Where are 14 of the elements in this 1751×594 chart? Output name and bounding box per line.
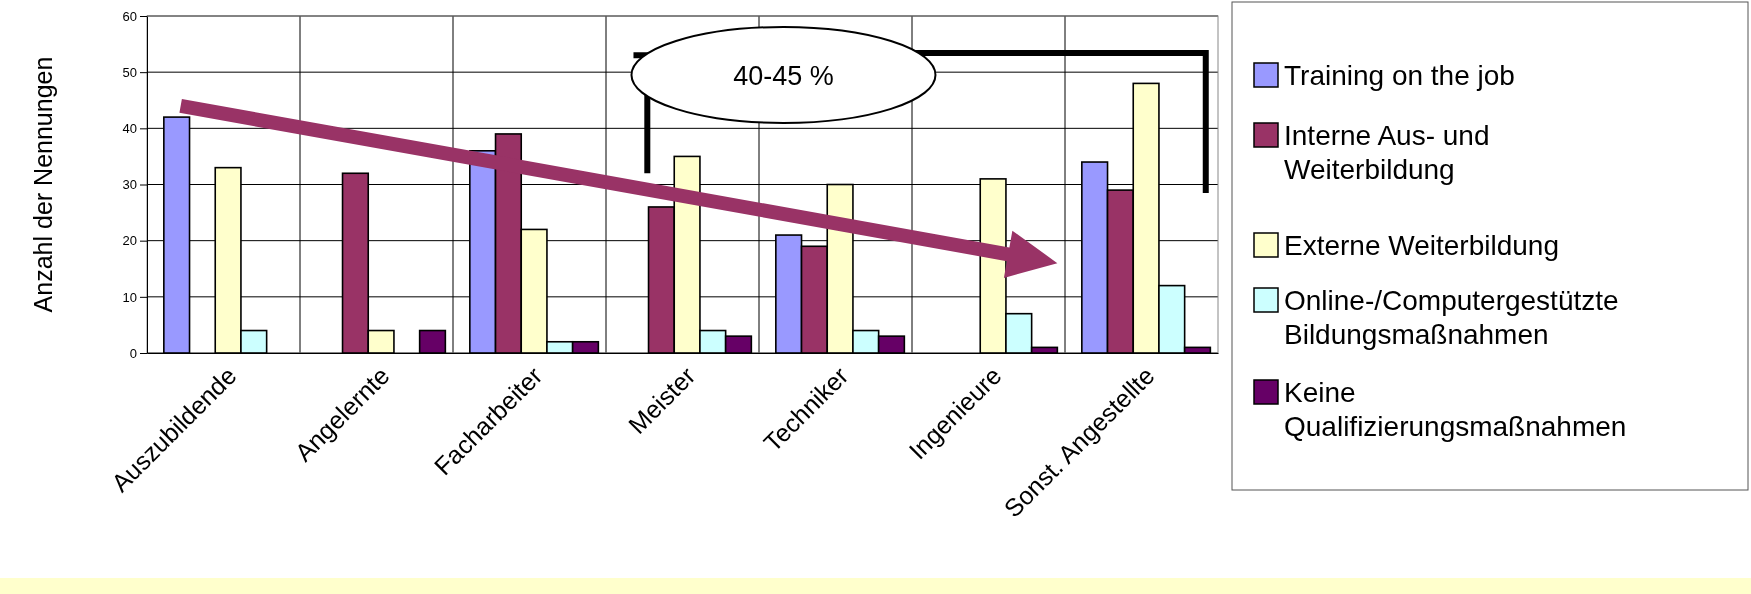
y-tick-label: 50 [122,64,137,80]
y-tick-label: 40 [122,120,137,136]
legend-label: Externe Weiterbildung [1284,230,1559,261]
legend-label: Online-/Computergestützte Bildungsmaßnahmen [1284,285,1619,350]
legend-label: Interne Aus- und Weiterbildung [1284,120,1490,185]
y-tick-label: 60 [122,8,137,24]
annotation: 40-45 % [733,60,834,91]
y-tick-label: 0 [129,345,137,361]
legend-label: Keine Qualifizierungsmaßnahmen [1284,377,1627,442]
y-tick-label: 20 [122,233,137,249]
legend-label: Training on the job [1284,60,1515,91]
y-axis-title: Anzahl der Nennungen [29,56,57,313]
y-tick-label: 10 [122,289,137,305]
y-tick-label: 30 [122,177,137,193]
